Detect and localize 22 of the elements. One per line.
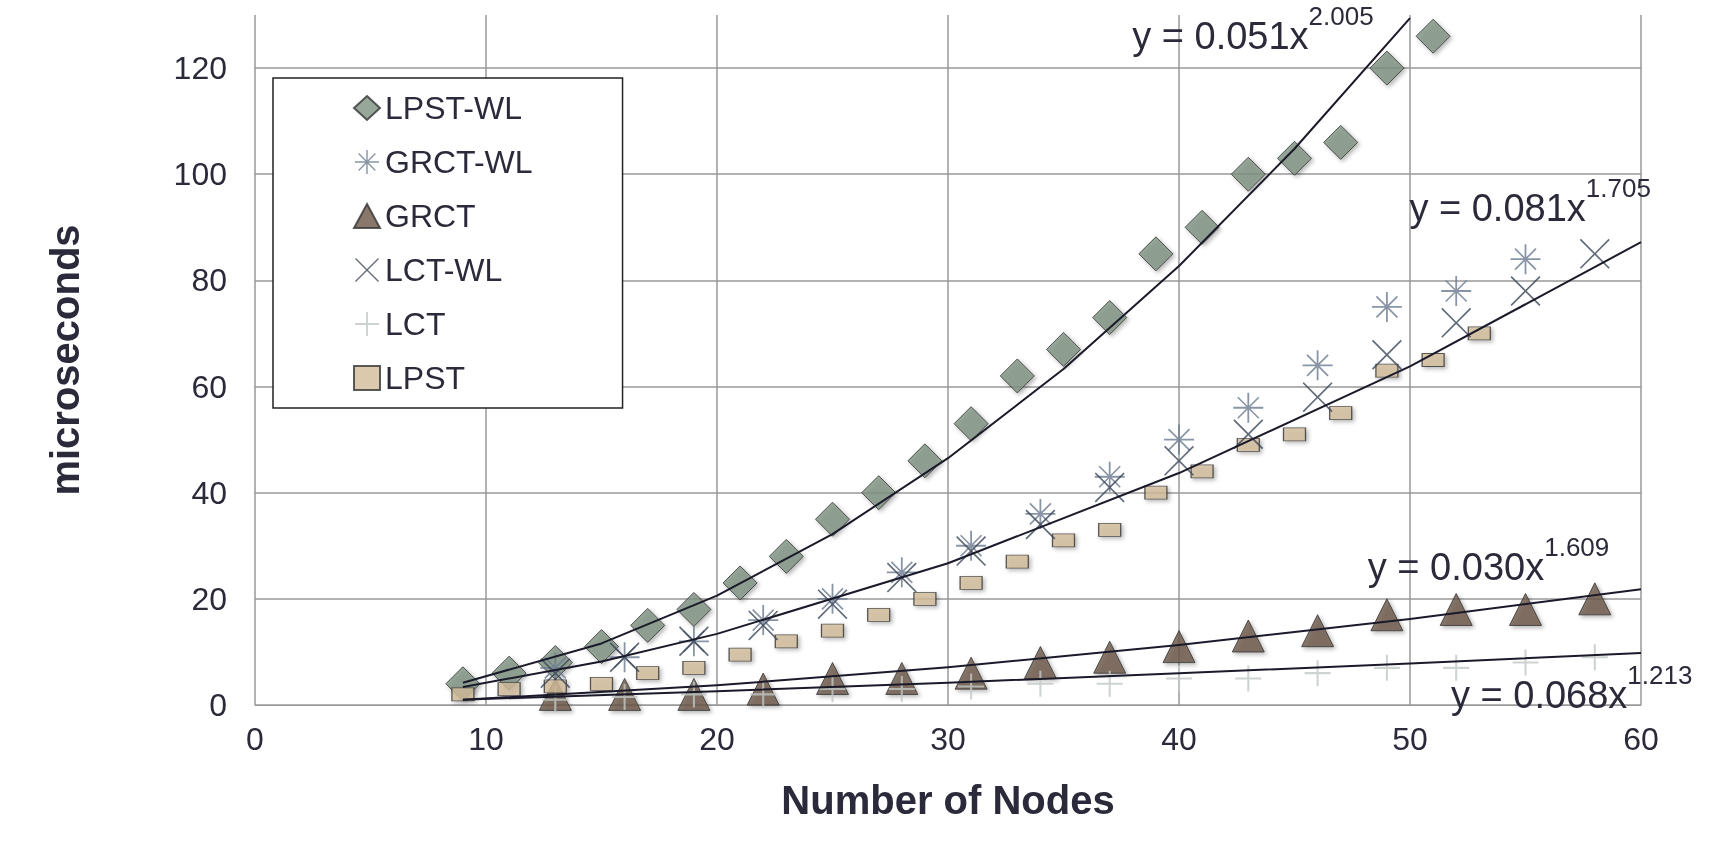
- legend-label: LCT-WL: [385, 252, 503, 288]
- y-tick-label: 0: [209, 687, 227, 723]
- legend-label: GRCT-WL: [385, 144, 533, 180]
- legend-label: LPST: [385, 360, 466, 396]
- legend-label: LCT: [385, 306, 446, 342]
- y-tick-label: 80: [191, 262, 227, 299]
- y-axis-title: microseconds: [43, 224, 87, 496]
- y-tick-label: 20: [191, 580, 227, 617]
- x-tick-label: 10: [468, 721, 504, 757]
- x-tick-label: 50: [1392, 721, 1428, 757]
- y-tick-label: 120: [173, 50, 227, 87]
- legend-label: GRCT: [385, 198, 476, 234]
- x-tick-label: 20: [699, 721, 735, 757]
- x-axis-title: Number of Nodes: [781, 778, 1115, 822]
- x-tick-label: 40: [1161, 721, 1197, 757]
- y-tick-label: 60: [191, 368, 227, 405]
- x-tick-label: 30: [930, 721, 966, 757]
- y-tick-label: 100: [173, 156, 227, 193]
- x-tick-label: 60: [1623, 721, 1659, 757]
- x-tick-label: 0: [246, 721, 264, 757]
- y-tick-label: 40: [191, 474, 227, 511]
- legend-label: LPST-WL: [385, 90, 522, 126]
